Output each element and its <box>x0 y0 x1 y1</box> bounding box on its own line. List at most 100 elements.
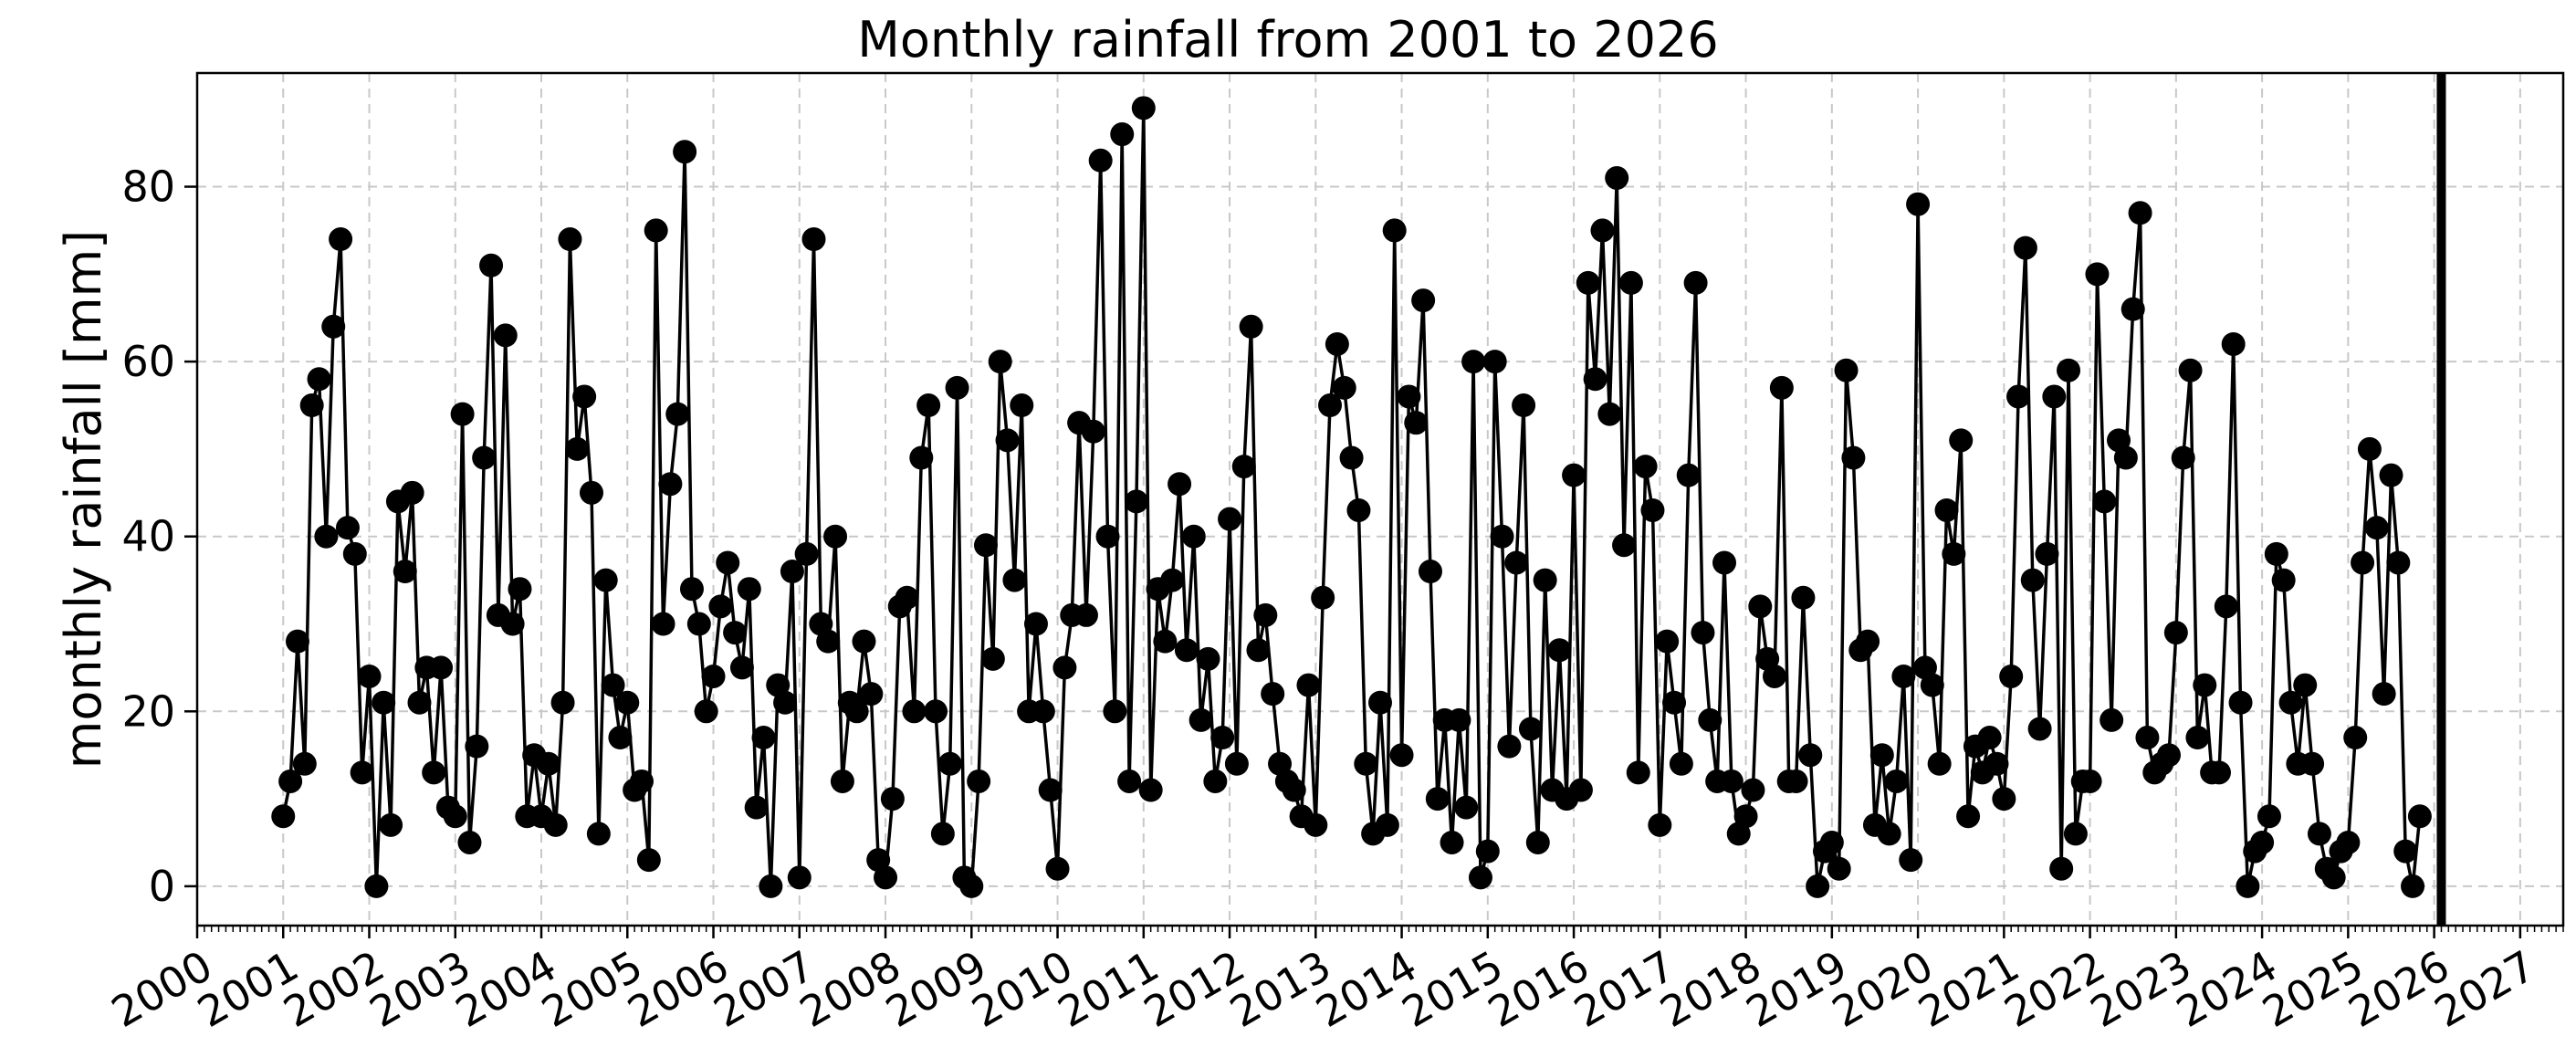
y-axis-label: monthly rainfall [mm] <box>55 230 112 770</box>
data-point <box>1934 497 1959 522</box>
data-point <box>2214 594 2238 619</box>
data-point <box>2171 445 2195 470</box>
data-point <box>2343 726 2368 750</box>
data-point <box>1318 393 1343 418</box>
data-point <box>658 472 683 497</box>
data-point <box>1196 646 1220 671</box>
data-point <box>407 690 432 715</box>
data-point <box>586 822 611 846</box>
data-point <box>2300 751 2325 776</box>
data-point <box>959 874 984 898</box>
data-point <box>2013 236 2037 260</box>
data-point <box>2120 297 2145 321</box>
data-point <box>2078 769 2102 793</box>
data-point <box>565 436 590 461</box>
data-point <box>2049 856 2074 881</box>
data-point <box>299 393 324 418</box>
data-point <box>2379 463 2403 487</box>
data-point <box>1073 602 1098 627</box>
data-point <box>1411 288 1436 313</box>
data-point <box>1827 856 1851 881</box>
data-point <box>644 218 668 243</box>
data-point <box>2157 743 2181 768</box>
data-point <box>1992 787 2016 811</box>
data-point <box>1375 812 1399 837</box>
data-point <box>1325 331 1349 356</box>
data-point <box>2006 384 2031 409</box>
data-point <box>2027 717 2052 741</box>
data-point <box>673 140 697 164</box>
data-point <box>1261 682 1285 707</box>
data-point <box>995 428 1020 453</box>
data-point <box>636 848 661 873</box>
data-point <box>930 822 955 846</box>
data-point <box>1461 350 1486 374</box>
data-point <box>1468 865 1492 890</box>
data-point <box>314 524 339 549</box>
data-point <box>2250 830 2275 854</box>
data-point <box>723 621 748 645</box>
data-point <box>1138 778 1163 802</box>
data-point <box>708 594 733 619</box>
data-point <box>1712 550 1737 575</box>
data-point <box>2336 830 2361 854</box>
data-point <box>2372 682 2396 707</box>
data-point <box>744 795 769 820</box>
data-point <box>1518 717 1543 741</box>
y-tick-labels: 0 20 40 60 80 <box>121 162 175 911</box>
data-point <box>1246 638 1271 663</box>
data-point <box>1482 350 1507 374</box>
data-point <box>1103 699 1127 724</box>
data-point <box>1525 830 1550 854</box>
data-point <box>2278 690 2303 715</box>
data-point <box>852 629 876 654</box>
data-point <box>1174 638 1199 663</box>
y-tick-label: 60 <box>121 337 175 386</box>
data-point <box>1124 489 1148 514</box>
data-point <box>1088 148 1113 173</box>
data-point <box>379 812 403 837</box>
data-point <box>615 690 640 715</box>
data-point <box>1662 690 1687 715</box>
data-point <box>1117 769 1142 793</box>
data-point <box>2100 707 2124 732</box>
data-point <box>2271 568 2296 592</box>
data-point <box>2351 550 2375 575</box>
data-point <box>593 568 618 592</box>
data-point <box>651 612 675 636</box>
data-point <box>1769 375 1794 400</box>
data-point <box>1425 787 1450 811</box>
data-point <box>1626 760 1650 785</box>
data-point <box>400 480 424 505</box>
data-point <box>2401 874 2425 898</box>
data-point <box>1640 497 1665 522</box>
data-point <box>2193 673 2217 697</box>
data-point <box>1597 402 1622 426</box>
data-point <box>2163 621 2188 645</box>
data-point <box>608 726 633 750</box>
data-point <box>1339 445 1364 470</box>
data-point <box>1504 550 1529 575</box>
data-point <box>988 350 1012 374</box>
data-point <box>2407 804 2432 829</box>
data-point <box>1160 568 1185 592</box>
data-point <box>1798 743 1823 768</box>
data-point <box>479 253 504 277</box>
data-point <box>1590 218 1615 243</box>
data-point <box>572 384 597 409</box>
data-point <box>801 227 826 252</box>
data-point <box>1203 769 1228 793</box>
data-point <box>945 375 969 400</box>
data-point <box>823 524 848 549</box>
data-point <box>1612 533 1637 558</box>
data-point <box>329 227 353 252</box>
data-point <box>1683 270 1708 295</box>
data-point <box>1927 751 1952 776</box>
data-point <box>1784 769 1808 793</box>
data-point <box>285 629 309 654</box>
data-point <box>859 682 884 707</box>
data-point <box>2386 550 2411 575</box>
data-point <box>780 560 804 584</box>
data-point <box>1218 507 1242 531</box>
data-point <box>364 874 389 898</box>
